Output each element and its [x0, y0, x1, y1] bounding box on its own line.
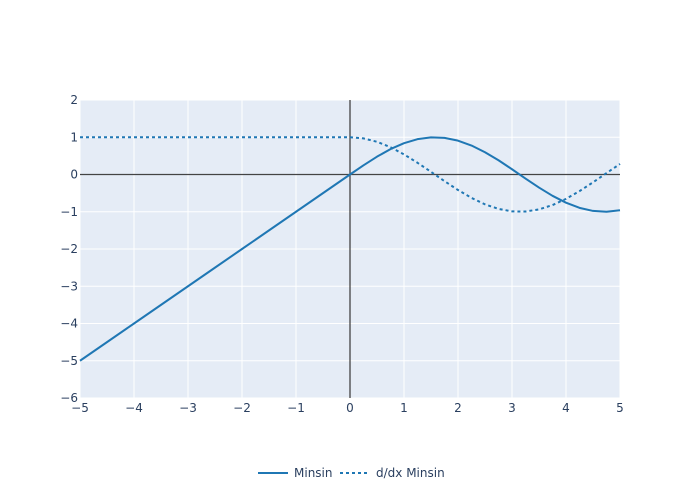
legend: Minsin d/dx Minsin: [258, 466, 445, 480]
x-axis-ticks: −5 −4 −3 −2 −1 0 1 2 3 4 5: [71, 401, 624, 415]
x-tick-label: 0: [346, 401, 354, 415]
x-tick-label: −2: [233, 401, 251, 415]
x-tick-label: −1: [287, 401, 305, 415]
x-tick-label: 5: [616, 401, 624, 415]
y-tick-label: −2: [60, 242, 78, 256]
y-tick-label: −1: [60, 205, 78, 219]
y-axis-ticks: −6 −5 −4 −3 −2 −1 0 1 2: [60, 93, 78, 405]
x-tick-label: 2: [454, 401, 462, 415]
series-line-minsin: [79, 136, 621, 362]
y-tick-label: 0: [70, 168, 78, 182]
y-tick-label: −3: [60, 279, 78, 293]
legend-label: d/dx Minsin: [376, 466, 445, 480]
x-tick-label: 1: [400, 401, 408, 415]
y-tick-label: −4: [60, 317, 78, 331]
series-layer: [79, 136, 621, 362]
legend-item-minsin[interactable]: Minsin: [258, 466, 332, 480]
y-tick-label: −6: [60, 391, 78, 405]
series-line-derivative: [80, 136, 621, 213]
y-tick-label: −5: [60, 354, 78, 368]
x-tick-label: −4: [125, 401, 143, 415]
x-tick-label: −3: [179, 401, 197, 415]
y-tick-label: 1: [70, 130, 78, 144]
legend-item-derivative[interactable]: d/dx Minsin: [340, 466, 445, 480]
x-tick-label: 4: [562, 401, 570, 415]
x-tick-label: 3: [508, 401, 516, 415]
y-tick-label: 2: [70, 93, 78, 107]
legend-label: Minsin: [294, 466, 332, 480]
x-tick-label: −5: [71, 401, 89, 415]
